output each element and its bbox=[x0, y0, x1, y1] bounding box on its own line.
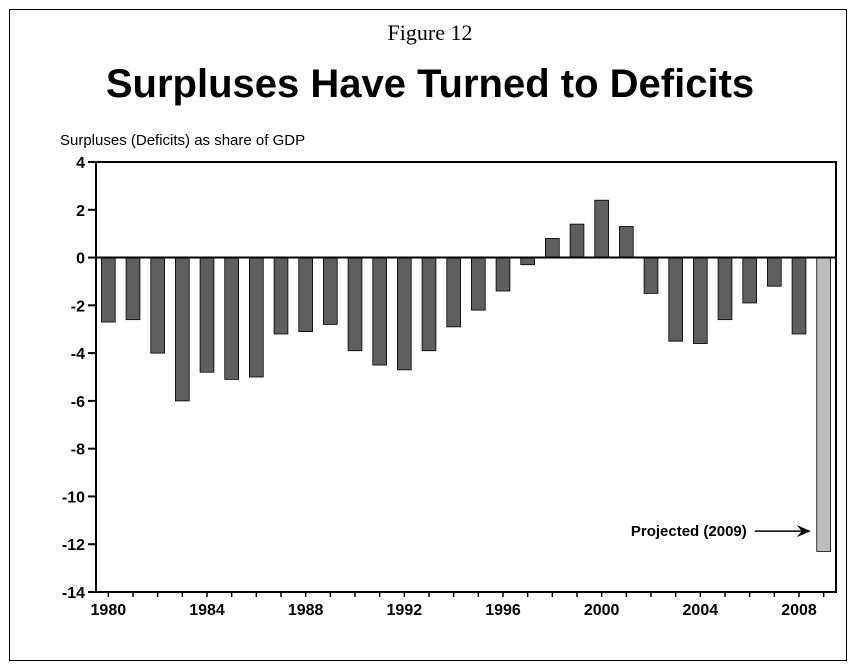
y-tick-label: -8 bbox=[71, 442, 85, 459]
bar-1995 bbox=[471, 257, 486, 311]
bar-2008 bbox=[791, 257, 807, 335]
y-axis-label: Surpluses (Deficits) as share of GDP bbox=[60, 132, 306, 149]
x-tick-label: 1984 bbox=[189, 602, 225, 619]
y-tick-label: 0 bbox=[76, 251, 85, 268]
bar-1991 bbox=[372, 257, 387, 366]
projected-annotation-label: Projected (2009) bbox=[631, 523, 747, 540]
x-tick-label: 1992 bbox=[387, 602, 423, 619]
figure-frame bbox=[9, 9, 847, 661]
bars-group bbox=[101, 199, 831, 552]
y-ticks-group: 4 2 0 -2 -4 -6 -8 -10 -12 -14 bbox=[62, 155, 96, 602]
bar-1999 bbox=[569, 223, 585, 258]
x-ticks-group: 1980 1984 1988 1992 1996 2000 2004 2008 bbox=[91, 592, 825, 619]
bar-1994 bbox=[446, 257, 461, 328]
bar-1989 bbox=[323, 257, 338, 325]
bar-1984 bbox=[199, 257, 215, 373]
plot-frame bbox=[95, 161, 837, 593]
x-tick-label: 2000 bbox=[584, 602, 620, 619]
bar-2003 bbox=[668, 257, 683, 342]
bar-1982 bbox=[150, 257, 165, 354]
bar-1980 bbox=[101, 257, 116, 323]
x-tick-label: 1980 bbox=[91, 602, 127, 619]
y-tick-label: -6 bbox=[71, 394, 85, 411]
bar-1986 bbox=[249, 257, 264, 378]
x-tick-label: 1996 bbox=[485, 602, 521, 619]
bar-1997 bbox=[520, 257, 535, 266]
chart-title: Surpluses Have Turned to Deficits bbox=[105, 62, 755, 106]
bar-1993 bbox=[421, 257, 437, 352]
bar-2009 bbox=[816, 257, 831, 552]
y-tick-label: -2 bbox=[71, 298, 85, 315]
bar-2001 bbox=[619, 226, 634, 258]
bar-1998 bbox=[545, 238, 560, 258]
figure-label: Figure 12 bbox=[387, 20, 473, 45]
bar-2002 bbox=[643, 257, 659, 294]
annotation-group: Projected (2009) bbox=[631, 523, 811, 540]
bar-2006 bbox=[742, 257, 757, 304]
y-tick-label: -12 bbox=[62, 537, 85, 554]
bar-1988 bbox=[298, 257, 313, 333]
x-tick-label: 2004 bbox=[683, 602, 719, 619]
bar-1990 bbox=[347, 257, 363, 352]
bar-1981 bbox=[125, 257, 141, 321]
bar-1983 bbox=[175, 257, 190, 402]
annotation-arrow-head bbox=[796, 525, 811, 538]
x-tick-label: 1988 bbox=[288, 602, 324, 619]
bar-1987 bbox=[273, 257, 289, 335]
bar-1992 bbox=[397, 257, 412, 371]
bar-1996 bbox=[495, 257, 511, 292]
y-tick-label: 2 bbox=[76, 203, 85, 220]
y-tick-label: -14 bbox=[62, 585, 85, 602]
bar-1985 bbox=[224, 257, 239, 380]
y-tick-label: 4 bbox=[76, 155, 85, 172]
x-tick-label: 2008 bbox=[781, 602, 817, 619]
y-tick-label: -10 bbox=[62, 489, 85, 506]
y-tick-label: -4 bbox=[71, 346, 85, 363]
bar-2005 bbox=[717, 257, 733, 321]
bar-2004 bbox=[693, 257, 708, 344]
bar-2000 bbox=[594, 199, 609, 258]
bar-2007 bbox=[767, 257, 782, 287]
